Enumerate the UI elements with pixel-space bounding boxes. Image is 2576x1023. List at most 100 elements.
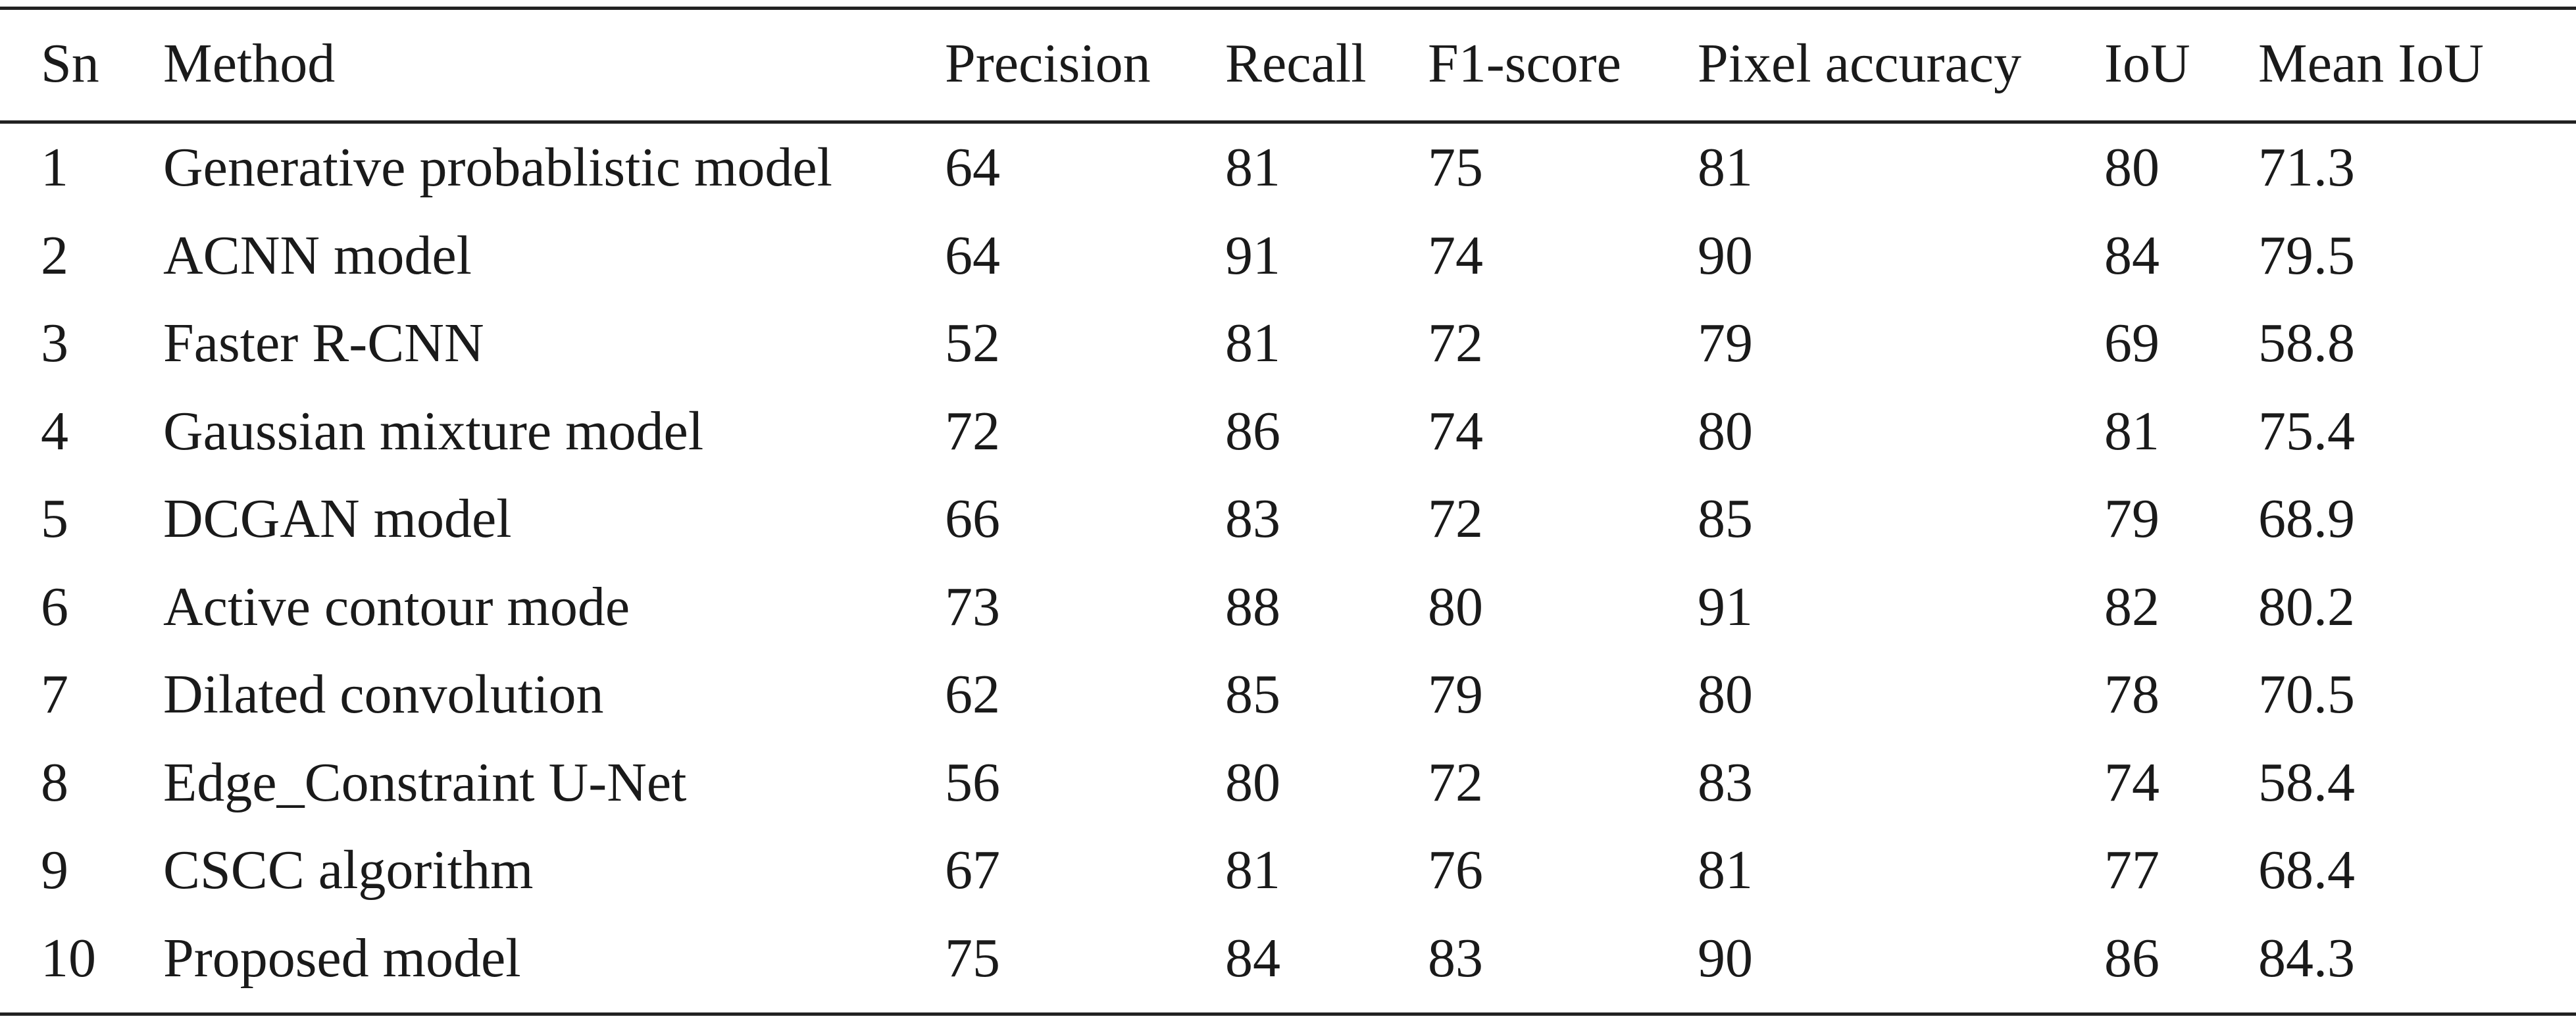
table-row: 8 Edge_Constraint U-Net 56 80 72 83 74 58.4 — [0, 740, 2576, 826]
cell-f1-score: 74 — [1428, 400, 1483, 462]
cell-sn: 9 — [41, 839, 68, 901]
cell-iou: 77 — [2104, 839, 2159, 901]
cell-mean-iou: 68.4 — [2258, 839, 2355, 901]
cell-sn: 2 — [41, 224, 68, 286]
cell-sn: 3 — [41, 312, 68, 374]
cell-f1-score: 72 — [1428, 488, 1483, 549]
cell-iou: 86 — [2104, 927, 2159, 989]
cell-recall: 86 — [1225, 400, 1280, 462]
cell-precision: 64 — [945, 224, 1000, 286]
cell-f1-score: 83 — [1428, 927, 1483, 989]
cell-method: DCGAN model — [163, 488, 512, 549]
table-header-rule — [0, 120, 2576, 124]
cell-recall: 88 — [1225, 576, 1280, 637]
cell-mean-iou: 58.8 — [2258, 312, 2355, 374]
cell-mean-iou: 71.3 — [2258, 137, 2355, 198]
cell-recall: 83 — [1225, 488, 1280, 549]
cell-method: Gaussian mixture model — [163, 400, 704, 462]
table-row: 7 Dilated convolution 62 85 79 80 78 70.5 — [0, 652, 2576, 737]
table-top-rule — [0, 7, 2576, 10]
cell-sn: 4 — [41, 400, 68, 462]
cell-f1-score: 76 — [1428, 839, 1483, 901]
cell-precision: 66 — [945, 488, 1000, 549]
cell-pixel-accuracy: 80 — [1698, 664, 1753, 725]
cell-f1-score: 72 — [1428, 312, 1483, 374]
cell-iou: 78 — [2104, 664, 2159, 725]
cell-method: Dilated convolution — [163, 664, 604, 725]
cell-method: Generative probablistic model — [163, 137, 832, 198]
cell-recall: 80 — [1225, 751, 1280, 813]
header-f1-score: F1-score — [1428, 33, 1621, 94]
cell-recall: 81 — [1225, 137, 1280, 198]
cell-precision: 67 — [945, 839, 1000, 901]
cell-iou: 79 — [2104, 488, 2159, 549]
cell-pixel-accuracy: 81 — [1698, 839, 1753, 901]
cell-sn: 7 — [41, 664, 68, 725]
cell-method: CSCC algorithm — [163, 839, 534, 901]
cell-precision: 72 — [945, 400, 1000, 462]
table-row: 10 Proposed model 75 84 83 90 86 84.3 — [0, 916, 2576, 1001]
table-row: 1 Generative probablistic model 64 81 75 81 80… — [0, 125, 2576, 211]
cell-f1-score: 80 — [1428, 576, 1483, 637]
cell-precision: 64 — [945, 137, 1000, 198]
cell-iou: 81 — [2104, 400, 2159, 462]
cell-recall: 81 — [1225, 839, 1280, 901]
cell-iou: 74 — [2104, 751, 2159, 813]
header-precision: Precision — [945, 33, 1151, 94]
cell-f1-score: 72 — [1428, 751, 1483, 813]
table-row: 3 Faster R-CNN 52 81 72 79 69 58.8 — [0, 301, 2576, 386]
cell-iou: 80 — [2104, 137, 2159, 198]
cell-mean-iou: 75.4 — [2258, 400, 2355, 462]
cell-method: Edge_Constraint U-Net — [163, 751, 687, 813]
cell-sn: 1 — [41, 137, 68, 198]
cell-method: ACNN model — [163, 224, 472, 286]
cell-pixel-accuracy: 91 — [1698, 576, 1753, 637]
cell-pixel-accuracy: 85 — [1698, 488, 1753, 549]
cell-pixel-accuracy: 83 — [1698, 751, 1753, 813]
table-row: 2 ACNN model 64 91 74 90 84 79.5 — [0, 213, 2576, 299]
cell-mean-iou: 80.2 — [2258, 576, 2355, 637]
cell-recall: 81 — [1225, 312, 1280, 374]
cell-recall: 85 — [1225, 664, 1280, 725]
cell-iou: 84 — [2104, 224, 2159, 286]
cell-iou: 82 — [2104, 576, 2159, 637]
header-recall: Recall — [1225, 33, 1367, 94]
table-row: 4 Gaussian mixture model 72 86 74 80 81 75.4 — [0, 389, 2576, 474]
cell-iou: 69 — [2104, 312, 2159, 374]
cell-pixel-accuracy: 81 — [1698, 137, 1753, 198]
table-row: 6 Active contour mode 73 88 80 91 82 80.2 — [0, 564, 2576, 650]
table-bottom-rule — [0, 1012, 2576, 1016]
cell-pixel-accuracy: 90 — [1698, 224, 1753, 286]
table-header-row: Sn Method Precision Recall F1-score Pixe… — [0, 21, 2576, 107]
cell-sn: 8 — [41, 751, 68, 813]
cell-f1-score: 79 — [1428, 664, 1483, 725]
cell-sn: 10 — [41, 927, 96, 989]
cell-pixel-accuracy: 90 — [1698, 927, 1753, 989]
cell-method: Proposed model — [163, 927, 521, 989]
cell-precision: 75 — [945, 927, 1000, 989]
cell-mean-iou: 58.4 — [2258, 751, 2355, 813]
cell-precision: 56 — [945, 751, 1000, 813]
table-row: 9 CSCC algorithm 67 81 76 81 77 68.4 — [0, 828, 2576, 913]
header-method: Method — [163, 33, 336, 94]
cell-precision: 73 — [945, 576, 1000, 637]
cell-recall: 91 — [1225, 224, 1280, 286]
header-sn: Sn — [41, 33, 99, 94]
cell-method: Faster R-CNN — [163, 312, 484, 374]
cell-mean-iou: 79.5 — [2258, 224, 2355, 286]
header-iou: IoU — [2104, 33, 2190, 94]
cell-f1-score: 75 — [1428, 137, 1483, 198]
cell-precision: 62 — [945, 664, 1000, 725]
cell-sn: 6 — [41, 576, 68, 637]
cell-pixel-accuracy: 80 — [1698, 400, 1753, 462]
cell-method: Active contour mode — [163, 576, 630, 637]
cell-mean-iou: 70.5 — [2258, 664, 2355, 725]
cell-f1-score: 74 — [1428, 224, 1483, 286]
cell-recall: 84 — [1225, 927, 1280, 989]
cell-precision: 52 — [945, 312, 1000, 374]
cell-sn: 5 — [41, 488, 68, 549]
cell-mean-iou: 68.9 — [2258, 488, 2355, 549]
cell-pixel-accuracy: 79 — [1698, 312, 1753, 374]
table-row: 5 DCGAN model 66 83 72 85 79 68.9 — [0, 476, 2576, 562]
